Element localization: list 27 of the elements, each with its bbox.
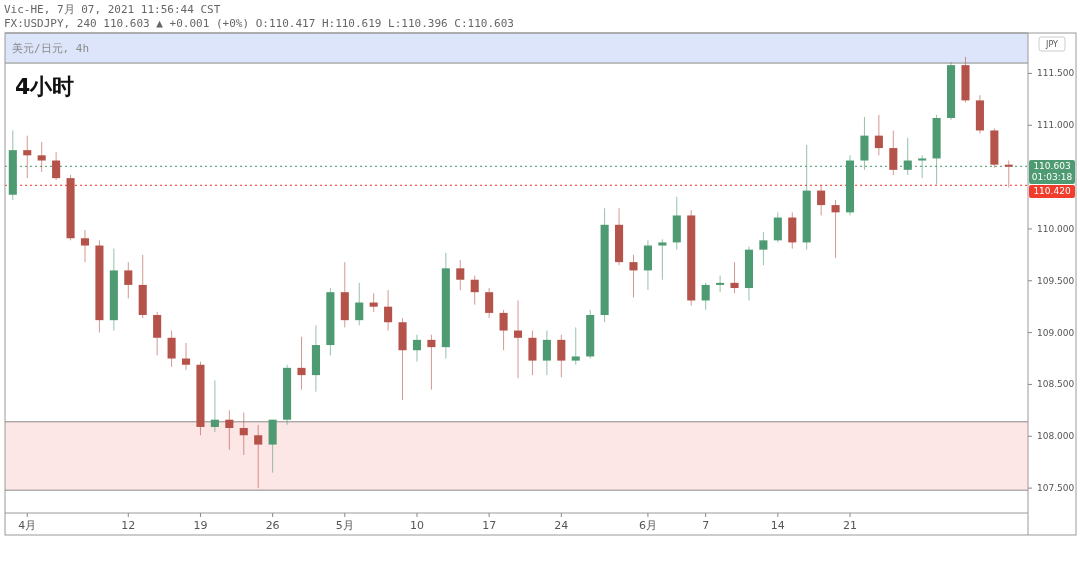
ref-line-label: 110.420	[1033, 186, 1071, 197]
ylabel: JPY	[1038, 36, 1066, 52]
x-tick-label: 5月	[335, 518, 354, 532]
y-tick-label: 111.000	[1037, 120, 1075, 131]
x-tick-label: 6月	[638, 518, 657, 532]
text: Vic-HE, 7月 07, 2021 11:56:44 CST	[4, 2, 221, 16]
y-tick-label: 108.000	[1037, 431, 1075, 442]
x-tick-label: 12	[121, 518, 136, 532]
y-tick-label: 108.500	[1037, 379, 1075, 390]
y-tick-label: 111.500	[1037, 68, 1075, 79]
y-tick-label: 107.500	[1037, 483, 1075, 494]
text: FX:USDJPY, 240 110.603 ▲ +0.001 (+0%) O:110.417 H:110.619 L:110.396 C:110.603	[4, 16, 514, 30]
y-tick-label: 110.000	[1037, 223, 1075, 234]
x-tick-label: 19	[193, 518, 208, 532]
text: 美元/日元, 4h	[12, 41, 90, 55]
y-tick-label: 109.500	[1037, 275, 1075, 286]
x-tick-label: 10	[409, 518, 424, 532]
text: 4小时	[15, 73, 75, 99]
x-tick-label: 26	[265, 518, 280, 532]
x-tick-label: 4月	[18, 518, 37, 532]
y-tick-label: 109.000	[1037, 327, 1075, 338]
y-axis-title: JPY	[1045, 39, 1059, 49]
x-tick-label: 21	[843, 518, 858, 532]
x-tick-label: 7	[702, 518, 710, 532]
x-tick-label: 24	[554, 518, 569, 532]
x-tick-label: 14	[770, 518, 785, 532]
x-tick-label: 17	[482, 518, 497, 532]
